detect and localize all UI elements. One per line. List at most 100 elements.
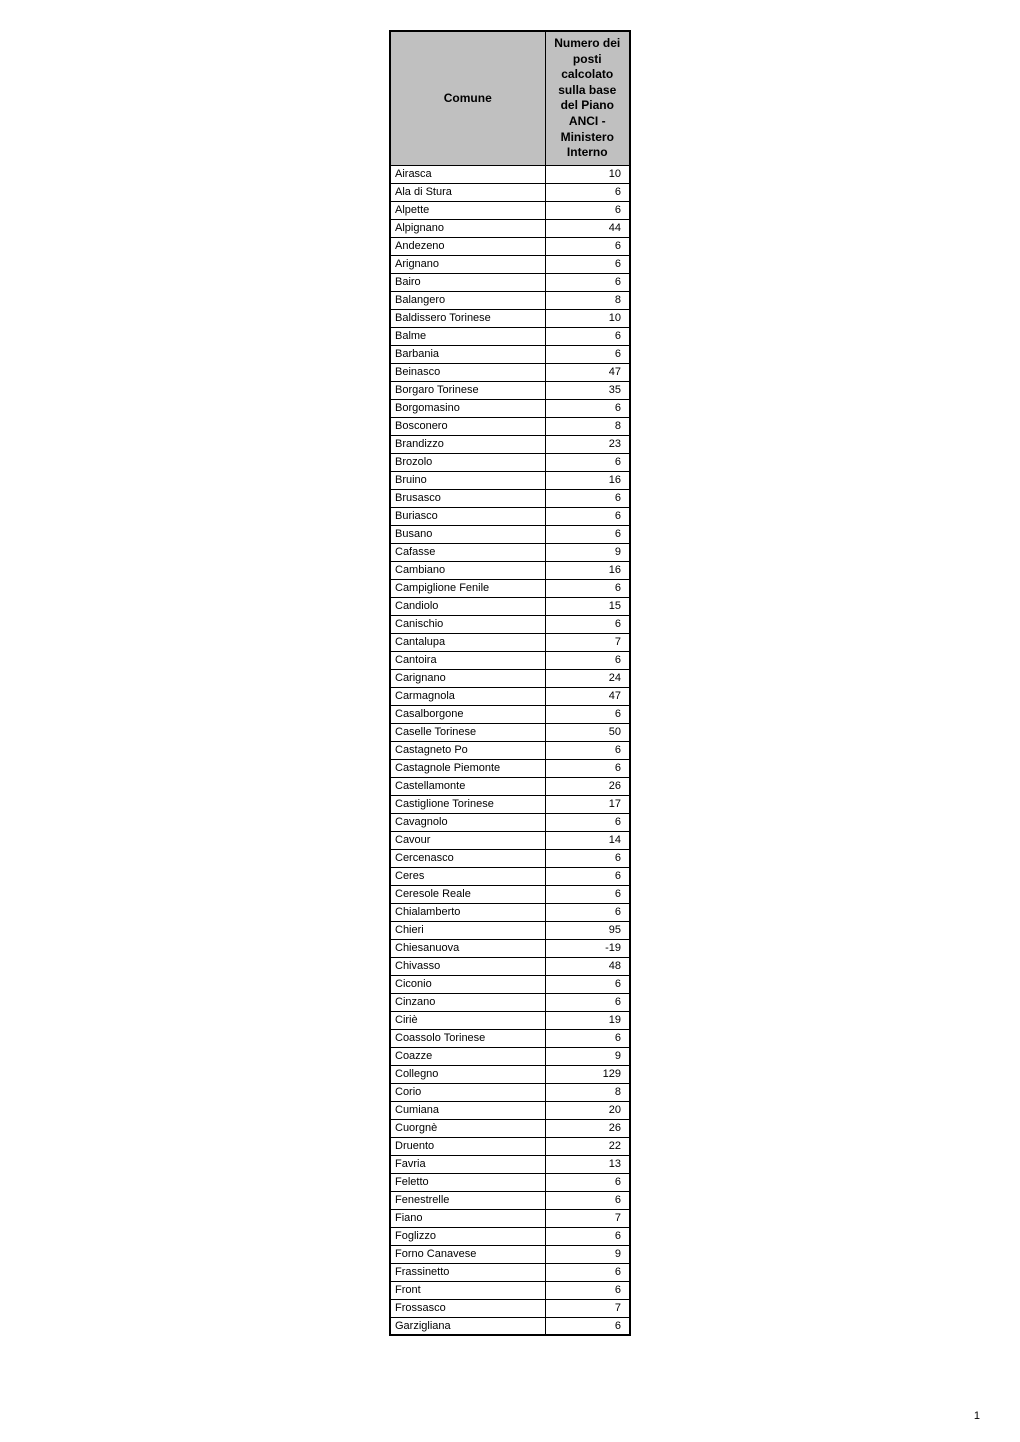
cell-value: 6 (545, 993, 630, 1011)
cell-comune: Buriasco (390, 507, 545, 525)
cell-comune: Baldissero Torinese (390, 309, 545, 327)
cell-value: 6 (545, 741, 630, 759)
cell-comune: Carignano (390, 669, 545, 687)
table-row: Frossasco7 (390, 1299, 630, 1317)
cell-value: 6 (545, 579, 630, 597)
cell-value: 35 (545, 381, 630, 399)
cell-comune: Coassolo Torinese (390, 1029, 545, 1047)
table-row: Campiglione Fenile6 (390, 579, 630, 597)
cell-comune: Coazze (390, 1047, 545, 1065)
cell-comune: Beinasco (390, 363, 545, 381)
table-row: Bairo6 (390, 273, 630, 291)
cell-value: 13 (545, 1155, 630, 1173)
cell-value: 47 (545, 363, 630, 381)
cell-value: 17 (545, 795, 630, 813)
cell-comune: Ceres (390, 867, 545, 885)
cell-comune: Ala di Stura (390, 183, 545, 201)
table-row: Carmagnola47 (390, 687, 630, 705)
table-row: Chialamberto6 (390, 903, 630, 921)
cell-comune: Borgaro Torinese (390, 381, 545, 399)
cell-comune: Bairo (390, 273, 545, 291)
cell-value: 19 (545, 1011, 630, 1029)
cell-value: 6 (545, 327, 630, 345)
cell-comune: Corio (390, 1083, 545, 1101)
table-row: Bruino16 (390, 471, 630, 489)
table-row: Carignano24 (390, 669, 630, 687)
cell-comune: Arignano (390, 255, 545, 273)
cell-value: 50 (545, 723, 630, 741)
table-row: Caselle Torinese50 (390, 723, 630, 741)
cell-comune: Casalborgone (390, 705, 545, 723)
cell-value: 6 (545, 651, 630, 669)
cell-comune: Cinzano (390, 993, 545, 1011)
cell-value: 6 (545, 1191, 630, 1209)
cell-value: 22 (545, 1137, 630, 1155)
cell-value: 6 (545, 1227, 630, 1245)
cell-comune: Front (390, 1281, 545, 1299)
table-row: Alpignano44 (390, 219, 630, 237)
cell-comune: Frassinetto (390, 1263, 545, 1281)
cell-value: 6 (545, 813, 630, 831)
cell-comune: Forno Canavese (390, 1245, 545, 1263)
cell-comune: Bruino (390, 471, 545, 489)
cell-comune: Castiglione Torinese (390, 795, 545, 813)
cell-value: -19 (545, 939, 630, 957)
table-row: Brozolo6 (390, 453, 630, 471)
table-row: Cinzano6 (390, 993, 630, 1011)
cell-value: 6 (545, 903, 630, 921)
cell-comune: Campiglione Fenile (390, 579, 545, 597)
table-row: Chivasso48 (390, 957, 630, 975)
cell-value: 6 (545, 1281, 630, 1299)
cell-comune: Favria (390, 1155, 545, 1173)
cell-comune: Cavour (390, 831, 545, 849)
cell-value: 6 (545, 399, 630, 417)
cell-comune: Balme (390, 327, 545, 345)
cell-value: 26 (545, 1119, 630, 1137)
cell-value: 47 (545, 687, 630, 705)
cell-comune: Brozolo (390, 453, 545, 471)
cell-comune: Chiesanuova (390, 939, 545, 957)
table-row: Collegno129 (390, 1065, 630, 1083)
cell-comune: Airasca (390, 165, 545, 183)
cell-value: 20 (545, 1101, 630, 1119)
cell-value: 6 (545, 975, 630, 993)
cell-value: 6 (545, 1317, 630, 1335)
table-row: Beinasco47 (390, 363, 630, 381)
table-row: Andezeno6 (390, 237, 630, 255)
page-number: 1 (974, 1410, 980, 1422)
table-row: Bosconero8 (390, 417, 630, 435)
header-numero: Numero dei posti calcolato sulla base de… (545, 31, 630, 165)
page-container: Comune Numero dei posti calcolato sulla … (0, 0, 1020, 1336)
cell-comune: Carmagnola (390, 687, 545, 705)
cell-value: 10 (545, 309, 630, 327)
cell-comune: Cuorgnè (390, 1119, 545, 1137)
cell-value: 9 (545, 1245, 630, 1263)
table-row: Ciconio6 (390, 975, 630, 993)
cell-value: 7 (545, 1299, 630, 1317)
cell-comune: Borgomasino (390, 399, 545, 417)
table-row: Airasca10 (390, 165, 630, 183)
table-row: Front6 (390, 1281, 630, 1299)
cell-value: 6 (545, 1173, 630, 1191)
cell-value: 6 (545, 345, 630, 363)
table-row: Ceres6 (390, 867, 630, 885)
table-row: Cantalupa7 (390, 633, 630, 651)
table-row: Ala di Stura6 (390, 183, 630, 201)
table-row: Cercenasco6 (390, 849, 630, 867)
cell-comune: Collegno (390, 1065, 545, 1083)
table-row: Chiesanuova-19 (390, 939, 630, 957)
cell-value: 6 (545, 507, 630, 525)
table-row: Foglizzo6 (390, 1227, 630, 1245)
cell-value: 95 (545, 921, 630, 939)
table-row: Balangero8 (390, 291, 630, 309)
cell-comune: Balangero (390, 291, 545, 309)
cell-comune: Castagnole Piemonte (390, 759, 545, 777)
cell-comune: Ciconio (390, 975, 545, 993)
cell-comune: Foglizzo (390, 1227, 545, 1245)
cell-value: 6 (545, 255, 630, 273)
table-header: Comune Numero dei posti calcolato sulla … (390, 31, 630, 165)
table-row: Forno Canavese9 (390, 1245, 630, 1263)
header-comune: Comune (390, 31, 545, 165)
cell-value: 7 (545, 1209, 630, 1227)
table-row: Busano6 (390, 525, 630, 543)
